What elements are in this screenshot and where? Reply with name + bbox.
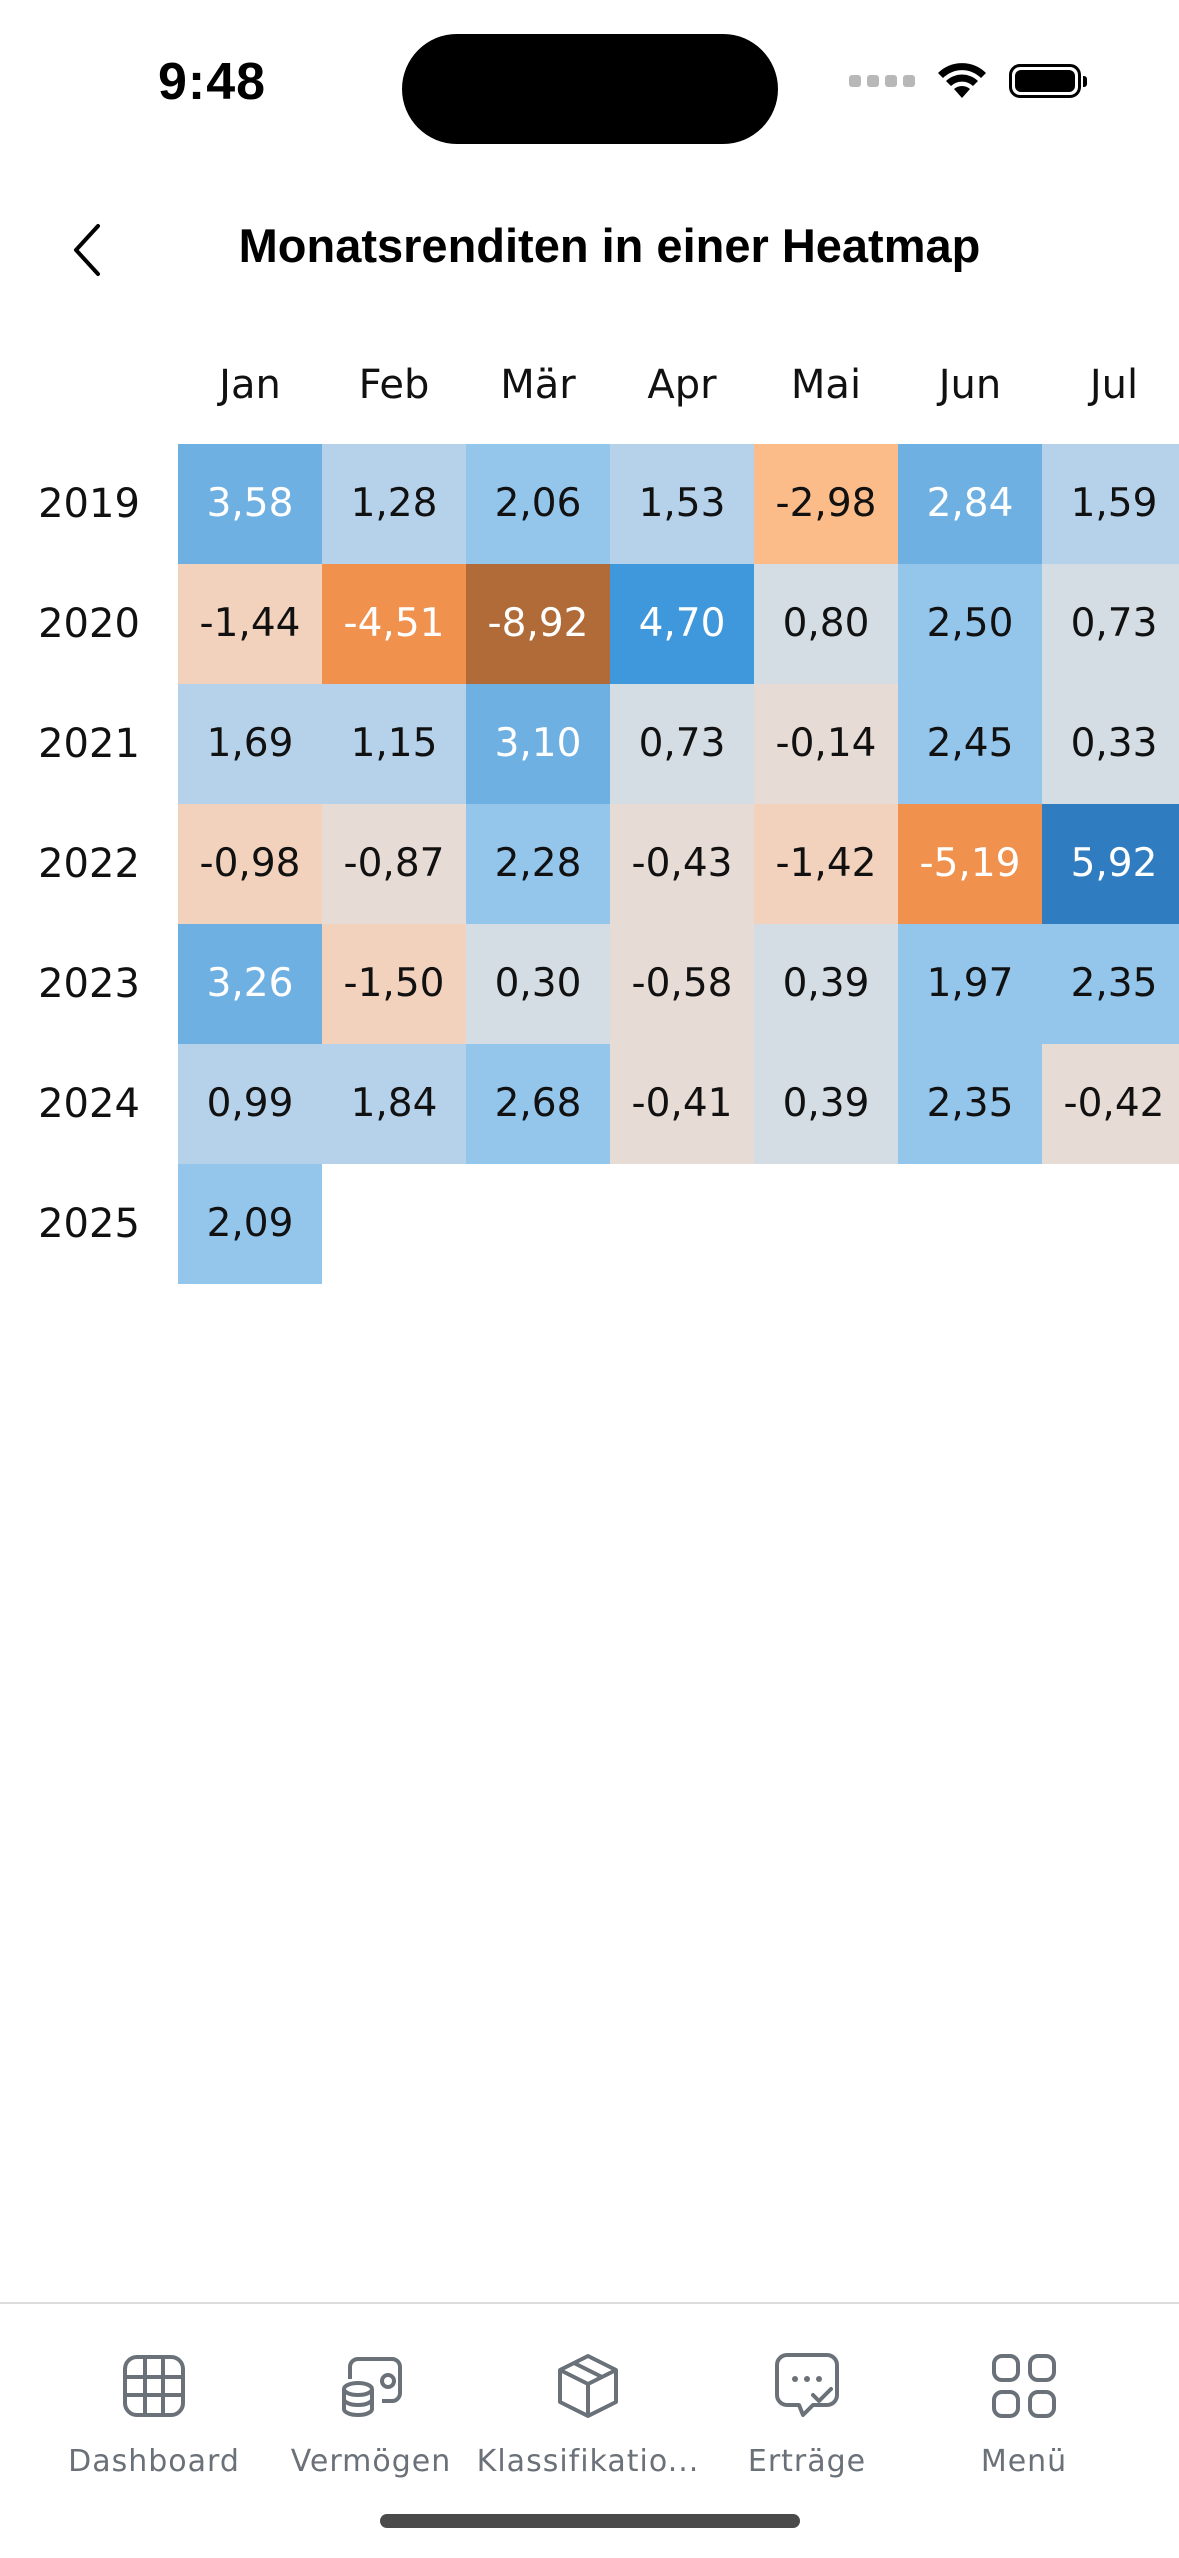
heatmap-cell[interactable]: 5,92: [1042, 804, 1179, 924]
year-label: 2024: [38, 1081, 140, 1127]
heatmap-cell[interactable]: -1,50: [322, 924, 466, 1044]
battery-icon: [1009, 64, 1087, 98]
heatmap-cell[interactable]: -0,41: [610, 1044, 754, 1164]
home-indicator: [380, 2514, 800, 2528]
message-check-icon: [771, 2350, 843, 2422]
month-header: Mai: [790, 362, 862, 408]
month-header: Mär: [500, 362, 576, 408]
heatmap-cell[interactable]: -1,42: [754, 804, 898, 924]
page-title: Monatsrenditen in einer Heatmap: [238, 219, 981, 272]
heatmap-cell[interactable]: 2,09: [178, 1164, 322, 1284]
month-header: Apr: [647, 362, 717, 408]
heatmap-cell[interactable]: 2,35: [898, 1044, 1042, 1164]
heatmap-cell[interactable]: -0,98: [178, 804, 322, 924]
tab-label: Menü: [980, 2444, 1068, 2479]
heatmap-cell[interactable]: 1,28: [322, 444, 466, 564]
status-time: 9:48: [158, 53, 267, 111]
heatmap-cell[interactable]: 0,30: [466, 924, 610, 1044]
back-button[interactable]: [52, 208, 124, 292]
heatmap-cell[interactable]: 1,84: [322, 1044, 466, 1164]
year-label: 2021: [38, 721, 140, 767]
heatmap-cell[interactable]: 1,53: [610, 444, 754, 564]
heatmap-cell[interactable]: -2,98: [754, 444, 898, 564]
tab-label: Dashboard: [68, 2444, 240, 2479]
month-header: Feb: [358, 362, 430, 408]
heatmap-cell[interactable]: -0,14: [754, 684, 898, 804]
heatmap-cell[interactable]: 1,69: [178, 684, 322, 804]
tab-menu[interactable]: Menü: [914, 2350, 1134, 2500]
tab-label: Erträge: [747, 2444, 867, 2479]
heatmap-cell[interactable]: 4,70: [610, 564, 754, 684]
year-label: 2025: [38, 1201, 140, 1247]
heatmap-cell[interactable]: 2,45: [898, 684, 1042, 804]
year-label: 2022: [38, 841, 140, 887]
heatmap-cell[interactable]: -0,42: [1042, 1044, 1179, 1164]
grid-icon: [118, 2350, 190, 2422]
year-label: 2023: [38, 961, 140, 1007]
status-icons: [849, 62, 1087, 100]
heatmap-cell[interactable]: 2,06: [466, 444, 610, 564]
tab-dashboard[interactable]: Dashboard: [44, 2350, 264, 2500]
month-header: Jul: [1089, 362, 1139, 408]
month-header: Jun: [938, 362, 1002, 408]
heatmap-cell[interactable]: 0,80: [754, 564, 898, 684]
returns-heatmap: Jan Feb Mär Apr Mai Jun Jul 2019 3,58 1,28 2,06 1,5…: [0, 350, 1179, 1300]
heatmap-cell[interactable]: -0,43: [610, 804, 754, 924]
tab-klassifikation[interactable]: Klassifikatio...: [476, 2350, 700, 2500]
heatmap-cell[interactable]: -0,87: [322, 804, 466, 924]
heatmap-cell[interactable]: 0,73: [1042, 564, 1179, 684]
heatmap-cell[interactable]: -0,58: [610, 924, 754, 1044]
heatmap-cell[interactable]: 1,97: [898, 924, 1042, 1044]
heatmap-cell[interactable]: -5,19: [898, 804, 1042, 924]
heatmap-cell[interactable]: 1,59: [1042, 444, 1179, 564]
tab-ertraege[interactable]: Erträge: [697, 2350, 917, 2500]
heatmap-cell[interactable]: -1,44: [178, 564, 322, 684]
year-label: 2020: [38, 601, 140, 647]
year-label: 2019: [38, 481, 140, 527]
chevron-left-icon: [74, 224, 100, 276]
heatmap-cell[interactable]: -4,51: [322, 564, 466, 684]
heatmap-cell[interactable]: 0,73: [610, 684, 754, 804]
heatmap-cell[interactable]: 0,33: [1042, 684, 1179, 804]
cube-icon: [552, 2350, 624, 2422]
wifi-icon: [938, 63, 986, 98]
heatmap-cell[interactable]: 1,15: [322, 684, 466, 804]
cellular-signal-icon: [849, 75, 915, 87]
tab-bar: Dashboard Vermögen Klassifikatio...: [0, 2302, 1179, 2558]
tab-vermoegen[interactable]: Vermögen: [261, 2350, 481, 2500]
month-header: Jan: [219, 362, 281, 408]
heatmap-cell[interactable]: 2,68: [466, 1044, 610, 1164]
coins-icon: [335, 2350, 407, 2422]
apps-icon: [988, 2350, 1060, 2422]
heatmap-cell[interactable]: 0,39: [754, 1044, 898, 1164]
tab-label: Klassifikatio...: [476, 2444, 700, 2479]
tab-label: Vermögen: [290, 2444, 452, 2479]
heatmap-cell[interactable]: -8,92: [466, 564, 610, 684]
heatmap-cell[interactable]: 2,28: [466, 804, 610, 924]
dynamic-island: [402, 34, 778, 144]
heatmap-cell[interactable]: 3,26: [178, 924, 322, 1044]
heatmap-cell[interactable]: 0,39: [754, 924, 898, 1044]
heatmap-cell[interactable]: 0,99: [178, 1044, 322, 1164]
heatmap-cell[interactable]: 2,50: [898, 564, 1042, 684]
heatmap-cell[interactable]: 3,58: [178, 444, 322, 564]
heatmap-cell[interactable]: 2,35: [1042, 924, 1179, 1044]
heatmap-cell[interactable]: 3,10: [466, 684, 610, 804]
heatmap-cell[interactable]: 2,84: [898, 444, 1042, 564]
